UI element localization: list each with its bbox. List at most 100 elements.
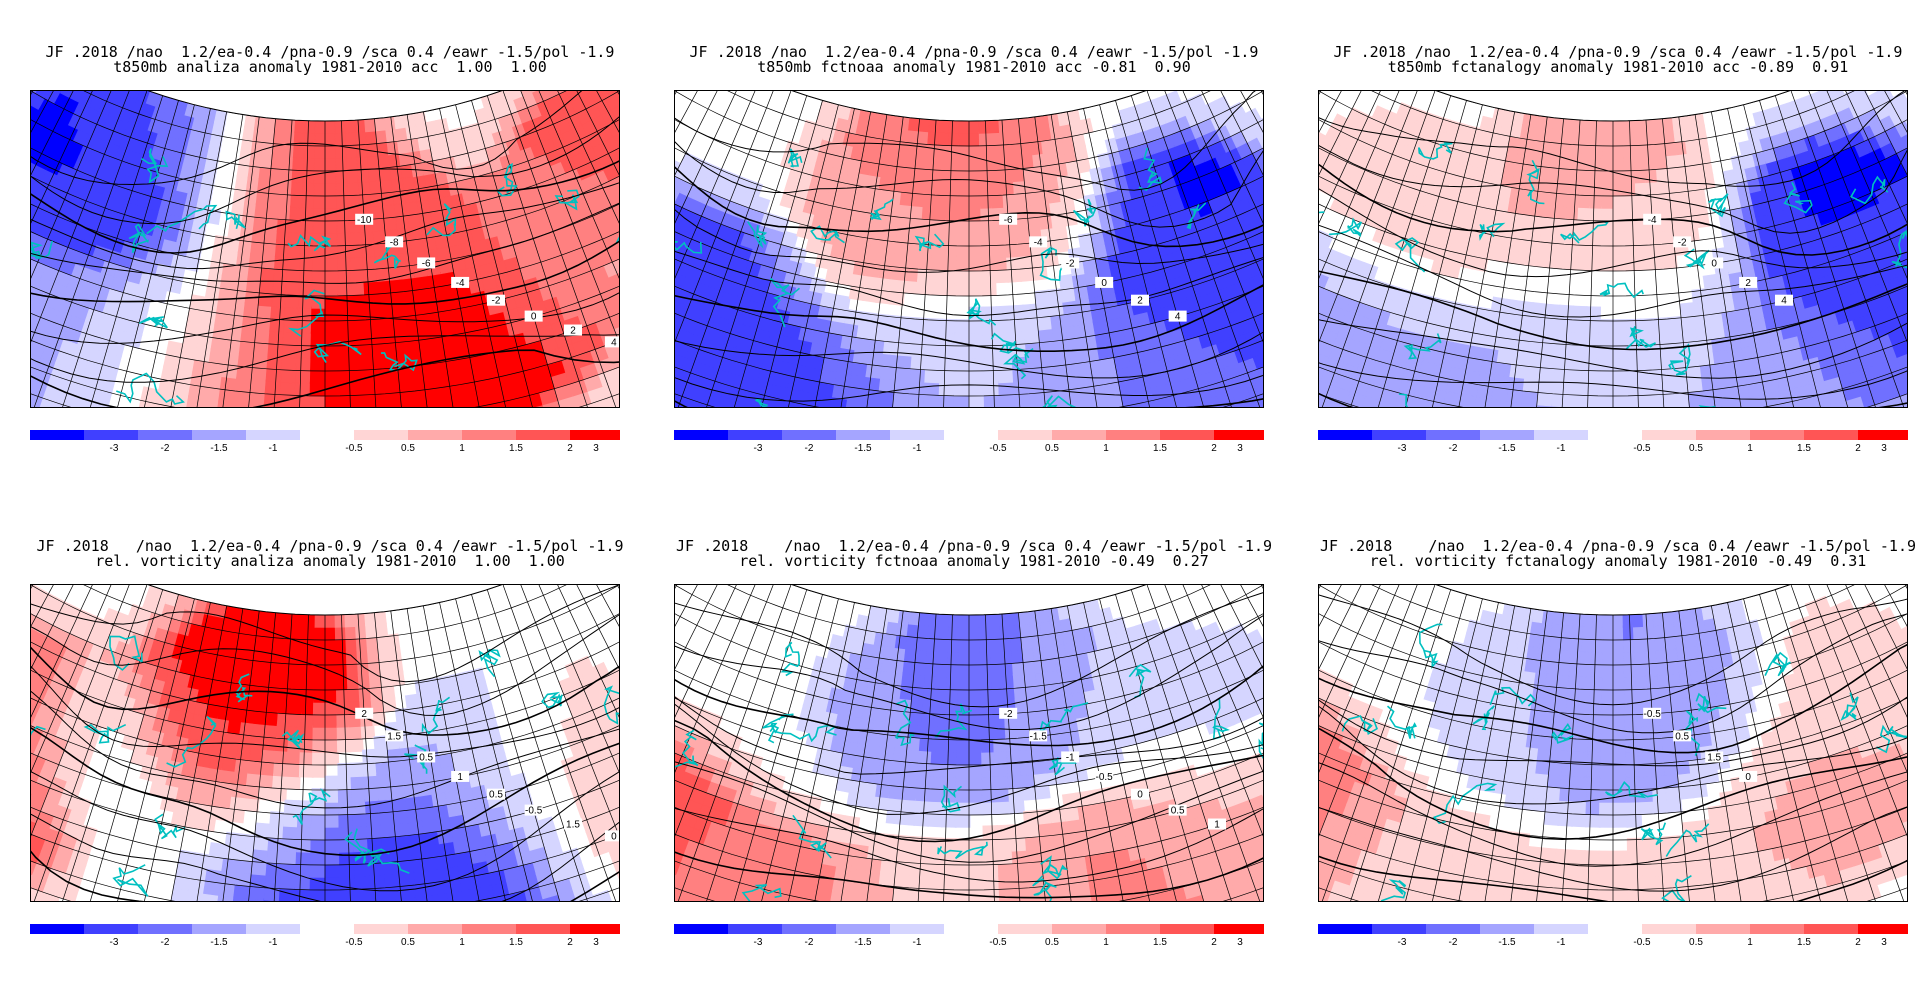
contour-label-text: -6	[422, 258, 431, 269]
coastline	[1783, 181, 1813, 214]
anomaly-cell	[1601, 194, 1615, 209]
colorbar-segment	[836, 430, 890, 440]
contour-line	[675, 91, 1263, 191]
anomaly-cell	[1612, 381, 1630, 397]
anomaly-cell	[1852, 91, 1870, 103]
colorbar-tick-label: -1.5	[1498, 443, 1516, 454]
meridian	[31, 91, 73, 365]
colorbar-tick-label: 3	[593, 443, 599, 454]
parallel	[31, 209, 619, 322]
anomaly-cell	[1602, 131, 1615, 147]
panel-title-line1: JF .2018 /nao 1.2/ea-0.4 /pna-0.9 /sca 0…	[1333, 43, 1903, 61]
colorbar-tick-label: 1	[459, 443, 465, 454]
anomaly-cell	[324, 219, 339, 234]
contour-label: -4	[1029, 236, 1048, 248]
coastline	[787, 148, 803, 168]
anomaly-cell	[324, 356, 342, 372]
anomaly-field: -6 -4 -2 0 2 4	[675, 91, 1263, 407]
coastline	[755, 397, 776, 407]
anomaly-cell	[1591, 143, 1604, 159]
anomaly-cell	[324, 119, 337, 134]
anomaly-cell	[324, 244, 339, 259]
parallel	[31, 124, 619, 222]
anomaly-cell	[564, 91, 582, 103]
panel-t850-fctanalogy: JF .2018 /nao 1.2/ea-0.4 /pna-0.9 /sca 0…	[1318, 44, 1918, 484]
contour-line	[1319, 231, 1907, 351]
coastlines	[675, 147, 1207, 407]
anomaly-cell	[1558, 304, 1575, 321]
colorbar-segment	[1804, 430, 1858, 440]
coastline	[810, 225, 845, 244]
anomaly-cell	[1600, 206, 1615, 222]
anomaly-cell	[313, 181, 327, 197]
parallel	[1319, 209, 1907, 322]
contour-line	[31, 157, 619, 270]
anomaly-cell	[313, 169, 327, 184]
anomaly-cell	[1622, 131, 1635, 147]
contour-label: 4	[604, 336, 619, 348]
anomaly-cell	[945, 193, 960, 209]
colorbar-tick-label: 1.5	[1797, 443, 1811, 454]
colorbar-tick-label: -1	[268, 443, 278, 454]
contour-label: -2	[487, 294, 506, 307]
anomaly-cell	[1544, 303, 1562, 320]
anomaly-cell	[1612, 156, 1626, 172]
parallel	[675, 145, 1263, 247]
anomaly-cell	[968, 269, 984, 284]
anomaly-cell	[303, 156, 316, 172]
colorbar-segment	[728, 430, 782, 440]
coastline	[1394, 237, 1426, 273]
anomaly-cell	[336, 231, 351, 247]
anomaly-cell	[1598, 319, 1615, 334]
colorbar-tick-label: -1	[912, 443, 922, 454]
coastline	[380, 352, 418, 372]
coastline	[870, 198, 894, 221]
parallel	[675, 91, 1263, 147]
coastline	[287, 234, 332, 252]
anomaly-cell	[313, 156, 327, 172]
anomaly-cell	[1612, 119, 1625, 134]
anomaly-cell	[1602, 144, 1615, 159]
parallel	[31, 103, 619, 197]
contour-label: -4	[451, 276, 470, 289]
colorbar-segment	[674, 430, 728, 440]
map-plot: -10-8-6-4-2024610	[30, 90, 620, 408]
colorbar-segment	[1052, 430, 1106, 440]
contour-label-text: 4	[611, 337, 617, 348]
anomaly-cell	[1589, 193, 1604, 209]
anomaly-cell	[324, 319, 341, 334]
anomaly-cell	[1598, 344, 1615, 359]
map-plot: -4 -2 0 2 4	[1318, 90, 1908, 408]
anomaly-cell	[1598, 331, 1615, 347]
parallel	[675, 91, 1263, 172]
colorbar-segment	[462, 430, 516, 440]
map-outline	[1435, 91, 1791, 122]
anomaly-cell	[1319, 230, 1334, 250]
coastlines	[1319, 142, 1907, 407]
colorbar-segment	[1480, 430, 1534, 440]
anomaly-cell	[1259, 252, 1263, 273]
colorbar-segment	[246, 430, 300, 440]
anomaly-cell	[302, 181, 316, 197]
parallel	[675, 209, 1263, 322]
coastline	[313, 341, 362, 364]
anomaly-field: 21.50.510.5-0.51.50	[31, 585, 619, 901]
coastline	[1849, 175, 1889, 205]
anomaly-cell	[1571, 305, 1588, 321]
anomaly-cell	[945, 206, 959, 222]
anomaly-cell	[313, 194, 327, 209]
colorbar-segment	[890, 430, 944, 440]
parallel	[1319, 166, 1907, 272]
map-outline	[147, 91, 503, 122]
anomaly-cell	[968, 156, 982, 172]
anomaly-cell	[108, 91, 125, 94]
anomaly-cell	[615, 113, 619, 133]
parallel	[1319, 91, 1907, 172]
contour-label-text: 2	[1745, 278, 1751, 289]
anomaly-cell	[335, 156, 348, 172]
anomaly-cell	[301, 193, 316, 209]
anomaly-cell	[309, 369, 327, 384]
anomaly-cell	[982, 306, 998, 322]
anomaly-cell	[968, 231, 983, 247]
contour-line	[1319, 245, 1907, 379]
